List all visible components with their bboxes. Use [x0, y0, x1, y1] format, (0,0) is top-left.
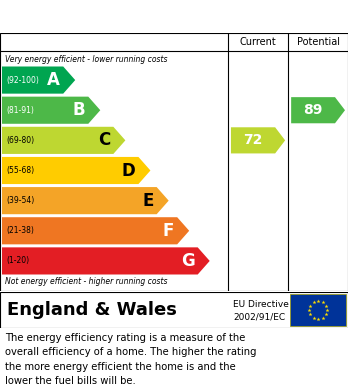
Text: C: C: [98, 131, 110, 149]
Text: Not energy efficient - higher running costs: Not energy efficient - higher running co…: [5, 276, 167, 285]
Text: England & Wales: England & Wales: [7, 301, 177, 319]
Text: (39-54): (39-54): [6, 196, 34, 205]
Polygon shape: [2, 157, 150, 184]
Text: F: F: [163, 222, 174, 240]
Text: 89: 89: [303, 103, 323, 117]
Text: (92-100): (92-100): [6, 75, 39, 84]
Text: (1-20): (1-20): [6, 256, 29, 265]
Text: E: E: [142, 192, 154, 210]
Text: B: B: [73, 101, 85, 119]
Text: EU Directive: EU Directive: [233, 300, 289, 309]
Text: Potential: Potential: [296, 37, 340, 47]
Text: Current: Current: [240, 37, 276, 47]
Text: A: A: [47, 71, 60, 89]
Text: 72: 72: [243, 133, 263, 147]
Polygon shape: [2, 127, 125, 154]
Polygon shape: [2, 66, 75, 93]
Text: (55-68): (55-68): [6, 166, 34, 175]
Text: (21-38): (21-38): [6, 226, 34, 235]
Text: 2002/91/EC: 2002/91/EC: [233, 313, 285, 322]
Text: (81-91): (81-91): [6, 106, 34, 115]
Text: The energy efficiency rating is a measure of the
overall efficiency of a home. T: The energy efficiency rating is a measur…: [5, 333, 256, 386]
Polygon shape: [2, 187, 169, 214]
Polygon shape: [2, 97, 100, 124]
Text: D: D: [122, 161, 135, 179]
Polygon shape: [2, 248, 210, 274]
Polygon shape: [2, 217, 189, 244]
Text: G: G: [181, 252, 195, 270]
Text: (69-80): (69-80): [6, 136, 34, 145]
Polygon shape: [291, 97, 345, 123]
Text: Very energy efficient - lower running costs: Very energy efficient - lower running co…: [5, 56, 167, 65]
Bar: [290, 294, 346, 326]
Text: Energy Efficiency Rating: Energy Efficiency Rating: [8, 9, 229, 23]
Polygon shape: [231, 127, 285, 153]
